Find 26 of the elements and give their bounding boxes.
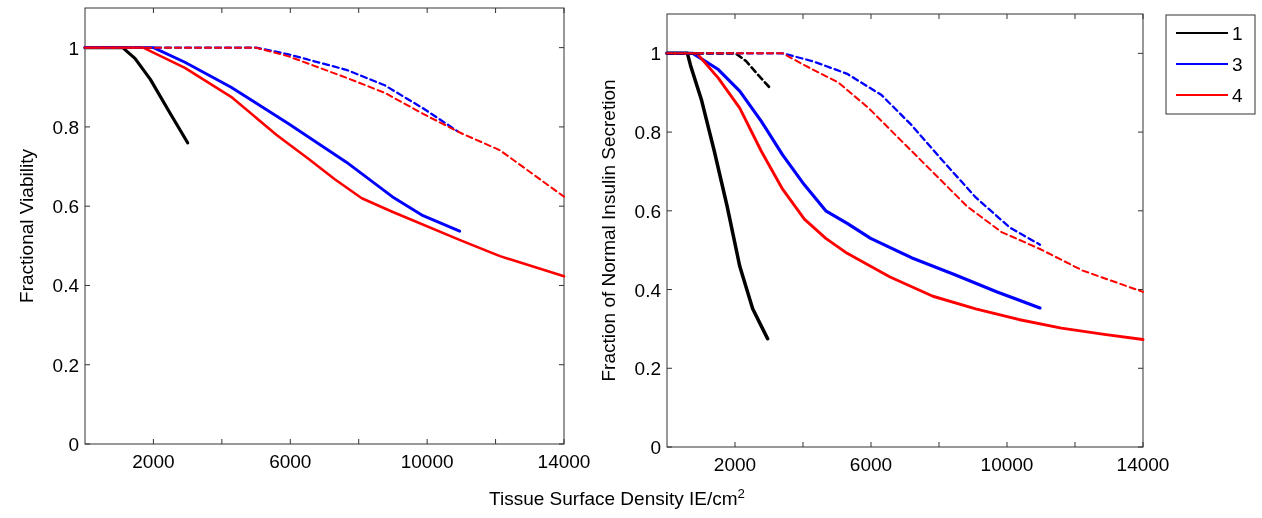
y-tick-label: 0 (650, 437, 661, 458)
y-tick-label: 0 (68, 434, 79, 455)
x-tick-label: 14000 (537, 451, 591, 472)
x-tick-label: 6000 (269, 451, 312, 472)
y-tick-label: 0.2 (52, 354, 79, 376)
x-axis-title: Tissue Surface Density IE/cm$^{2}$ (489, 485, 745, 509)
y-axis-title: Fractional Viability (16, 148, 37, 303)
x-tick-label: 14000 (1116, 454, 1170, 475)
y-tick-label: 1 (650, 43, 661, 65)
y-tick-label: 0.4 (634, 279, 662, 301)
y-tick-label: 0.8 (52, 116, 79, 138)
y-tick-label: 0.4 (52, 275, 80, 297)
y-tick-label: 0.6 (634, 200, 661, 222)
x-tick-label: 2000 (713, 454, 757, 475)
legend-label: 3 (1232, 54, 1243, 75)
x-tick-label: 6000 (849, 454, 893, 475)
y-axis-title: Fraction of Normal Insulin Secretion (598, 79, 619, 382)
x-tick-label: 10000 (980, 454, 1034, 475)
y-tick-label: 0.8 (634, 122, 661, 144)
legend-label: 4 (1232, 85, 1243, 106)
legend-label: 1 (1232, 23, 1243, 44)
y-tick-label: 0.6 (52, 196, 79, 218)
y-tick-label: 0.2 (634, 358, 661, 380)
x-tick-label: 2000 (132, 451, 175, 472)
x-tick-label: 10000 (400, 451, 454, 472)
y-tick-label: 1 (68, 37, 79, 59)
